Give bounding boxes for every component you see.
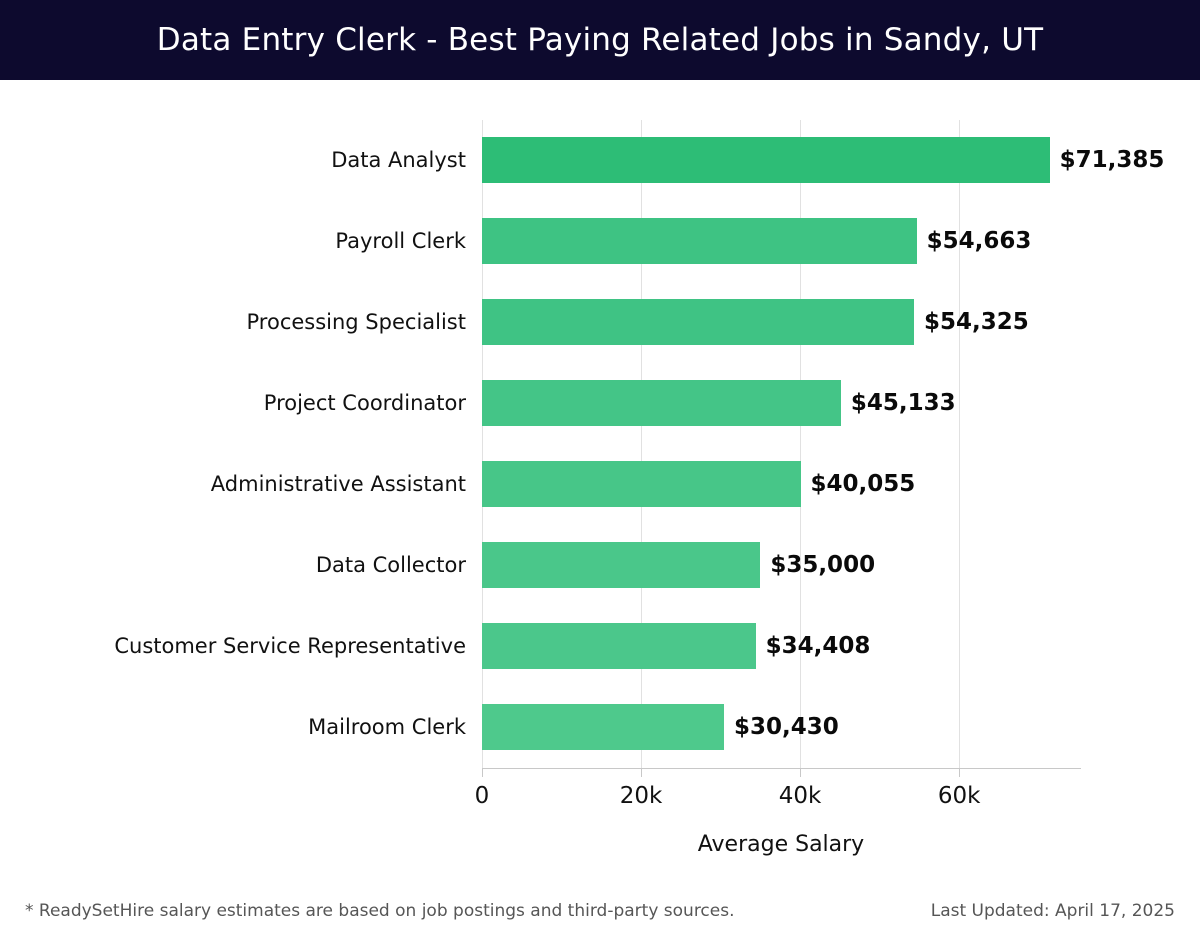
tick-mark-60k: [959, 769, 961, 777]
gridline-40k: [800, 120, 802, 768]
x-axis-title: Average Salary: [697, 832, 865, 857]
bar-chart: Data Analyst $71,385 Payroll Clerk $54,663 P…: [0, 120, 1200, 768]
tick-label-60k: 60k: [937, 783, 981, 809]
table-row: Administrative Assistant $40,055: [0, 444, 1200, 525]
value-label: $45,133: [850, 390, 956, 416]
category-label: Administrative Assistant: [210, 472, 466, 496]
value-label: $40,055: [810, 471, 916, 497]
category-label: Payroll Clerk: [335, 229, 466, 253]
bar-processing-specialist: [482, 299, 914, 345]
bar-payroll-clerk: [482, 218, 917, 264]
tick-label-20k: 20k: [619, 783, 663, 809]
category-label: Customer Service Representative: [114, 634, 466, 658]
table-row: Data Analyst $71,385: [0, 120, 1200, 201]
value-label: $54,663: [926, 228, 1032, 254]
category-label: Project Coordinator: [263, 391, 466, 415]
value-label: $30,430: [733, 714, 839, 740]
table-row: Project Coordinator $45,133: [0, 363, 1200, 444]
gridline-60k: [959, 120, 961, 768]
bar-mailroom-clerk: [482, 704, 724, 750]
table-row: Mailroom Clerk $30,430: [0, 687, 1200, 768]
category-label: Mailroom Clerk: [308, 715, 466, 739]
category-label: Processing Specialist: [246, 310, 467, 334]
bar-data-analyst: [482, 137, 1050, 183]
table-row: Data Collector $35,000: [0, 525, 1200, 606]
value-label: $71,385: [1059, 147, 1165, 173]
gridline-20k: [641, 120, 643, 768]
tick-label-0: 0: [474, 783, 490, 809]
table-row: Processing Specialist $54,325: [0, 282, 1200, 363]
category-label: Data Collector: [315, 553, 466, 577]
table-row: Customer Service Representative $34,408: [0, 606, 1200, 687]
bar-administrative-assistant: [482, 461, 801, 507]
tick-mark-40k: [800, 769, 802, 777]
value-label: $54,325: [923, 309, 1029, 335]
value-label: $34,408: [765, 633, 871, 659]
tick-label-40k: 40k: [778, 783, 822, 809]
x-axis-line: [482, 768, 1081, 769]
footer-last-updated: Last Updated: April 17, 2025: [930, 901, 1175, 921]
value-label: $35,000: [770, 552, 876, 578]
table-row: Payroll Clerk $54,663: [0, 201, 1200, 282]
chart-title: Data Entry Clerk - Best Paying Related J…: [156, 22, 1044, 58]
gridline-0: [482, 120, 483, 768]
tick-mark-0: [482, 769, 483, 777]
title-bar: Data Entry Clerk - Best Paying Related J…: [0, 0, 1200, 80]
bar-customer-service-representative: [482, 623, 756, 669]
tick-mark-20k: [641, 769, 643, 777]
plot-area: [482, 120, 1080, 768]
category-label: Data Analyst: [331, 148, 466, 172]
bar-project-coordinator: [482, 380, 841, 426]
bar-data-collector: [482, 542, 761, 588]
footer-disclaimer: * ReadySetHire salary estimates are base…: [25, 901, 735, 921]
